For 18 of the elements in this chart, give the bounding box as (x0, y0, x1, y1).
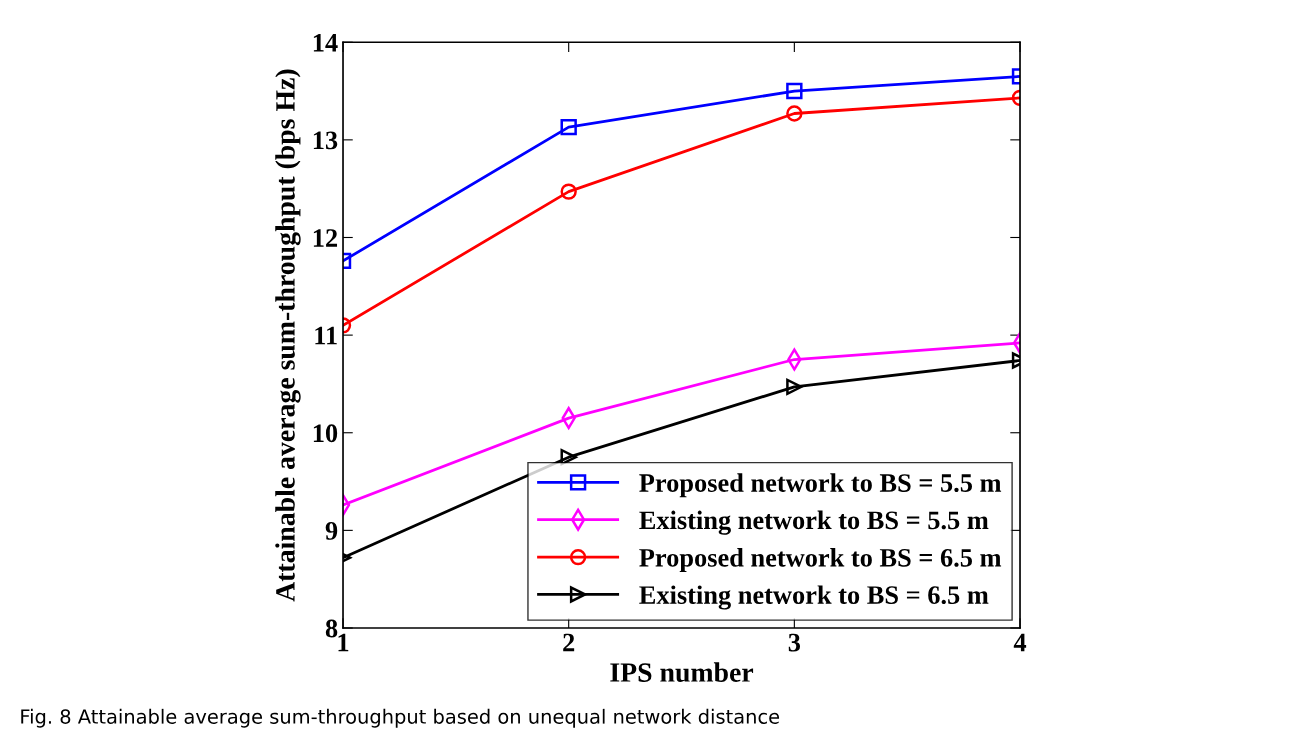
y-tick-label: 8 (325, 619, 338, 638)
caption: Fig. 8 Attainable average sum-throughput based on unequal network distance (21, 708, 780, 728)
y-axis-title: Attainable average sum-throughput (bps Hz) (275, 69, 301, 602)
legend-label: Existing network to BS = 5.5 m (639, 510, 989, 535)
x-tick-label: 2 (563, 633, 575, 652)
y-tick-label: 9 (325, 522, 338, 540)
y-tick-label: 12 (313, 229, 338, 247)
legend-label: Proposed network to BS = 6.5 m (639, 548, 1002, 573)
y-tick-label: 11 (315, 326, 337, 345)
legend-label: Proposed network to BS = 5.5 m (639, 473, 1002, 498)
x-tick-label: 3 (788, 633, 801, 652)
x-tick-label: 4 (1013, 633, 1027, 652)
x-axis-title: IPS number (610, 662, 754, 682)
y-tick-label: 14 (313, 33, 338, 52)
legend-label: Existing network to BS = 6.5 m (639, 585, 989, 610)
y-tick-label: 13 (313, 131, 338, 150)
x-tick-label: 1 (338, 633, 349, 652)
y-tick-label: 10 (313, 424, 338, 443)
